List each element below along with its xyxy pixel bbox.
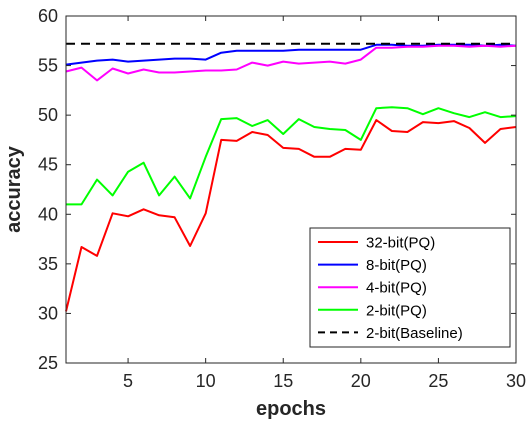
y-tick-label: 55 — [38, 56, 58, 76]
legend: 32-bit(PQ) 8-bit(PQ) 4-bit(PQ) 2-bit(PQ) 2-b… — [309, 227, 511, 348]
plot-frame — [65, 15, 517, 364]
series-line-3 — [66, 106, 517, 206]
y-axis-label: accuracy — [3, 145, 25, 233]
y-tick-label: 40 — [38, 204, 58, 224]
legend-label-0: 32-bit(PQ) — [366, 235, 435, 252]
legend-label-2: 4-bit(PQ) — [366, 280, 427, 297]
x-tick-label: 25 — [428, 371, 448, 391]
series-line-2 — [65, 44, 517, 82]
x-tick-label: 10 — [196, 371, 216, 391]
x-tick-label: 20 — [351, 371, 371, 391]
series-line-0 — [65, 119, 517, 312]
x-tick-label: 5 — [123, 371, 133, 391]
y-tick-label: 50 — [38, 105, 58, 125]
x-tick-label: 15 — [273, 371, 293, 391]
axes: 5 10 15 20 25 30 25 30 35 40 45 50 55 60 — [38, 6, 526, 391]
legend-label-3: 2-bit(PQ) — [366, 302, 427, 319]
y-tick-label: 60 — [38, 6, 58, 26]
x-tick-label: 30 — [506, 371, 526, 391]
legend-label-1: 8-bit(PQ) — [366, 257, 427, 274]
x-axis-label: epochs — [256, 398, 326, 420]
plot-area — [65, 42, 517, 312]
y-tick-label: 35 — [38, 254, 58, 274]
y-tick-label: 45 — [38, 155, 58, 175]
y-tick-label: 25 — [38, 353, 58, 373]
y-tick-label: 30 — [38, 303, 58, 323]
legend-label-4: 2-bit(Baseline) — [366, 325, 463, 342]
